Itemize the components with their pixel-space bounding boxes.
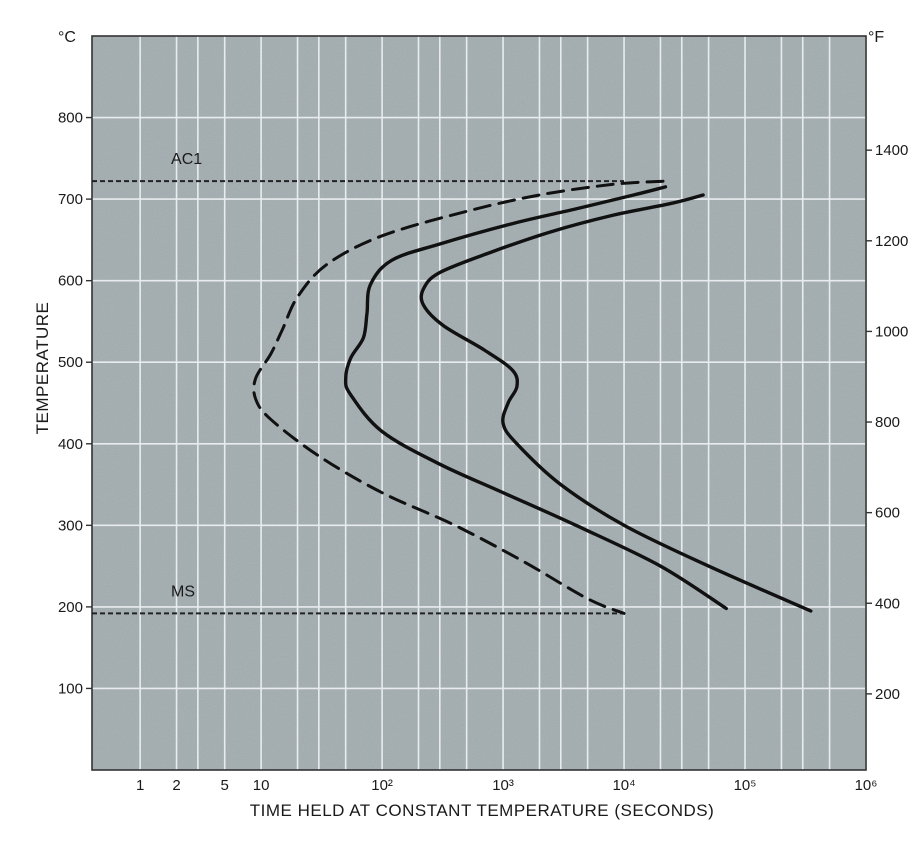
- y-tick-label-left: 600: [58, 273, 83, 290]
- y-tick-label-right: 600: [875, 505, 900, 522]
- y-tick-label-left: 700: [58, 191, 83, 208]
- y-tick-label-left: 400: [58, 436, 83, 453]
- series-line-3: [419, 193, 813, 613]
- x-tick-label: 10⁴: [612, 777, 635, 794]
- x-tick-label: 10: [253, 777, 270, 794]
- left-unit-label: °C: [58, 29, 76, 46]
- y-tick-label-right: 1200: [875, 233, 908, 250]
- x-tick-label: 2: [172, 777, 180, 794]
- y-tick-label-left: 300: [58, 517, 83, 534]
- plot-frame: [91, 35, 867, 771]
- x-tick-label: 10²: [371, 777, 393, 794]
- series-line-1: [252, 179, 665, 615]
- y-tick-label-left: 200: [58, 599, 83, 616]
- y-tick-label-right: 200: [875, 686, 900, 703]
- x-tick-label: 5: [221, 777, 229, 794]
- curves: [252, 179, 813, 615]
- grid-lines: [91, 35, 867, 771]
- reference-lines: [92, 180, 625, 615]
- y-tick-label-right: 1000: [875, 323, 908, 340]
- x-tick-label: 10⁶: [855, 777, 878, 794]
- right-unit-label: °F: [868, 29, 884, 46]
- x-axis-title: TIME HELD AT CONSTANT TEMPERATURE (SECON…: [250, 801, 715, 820]
- y-tick-label-right: 400: [875, 595, 900, 612]
- y-tick-label-right: 1400: [875, 142, 908, 159]
- y-tick-label-left: 500: [58, 354, 83, 371]
- annotations: AC1 MS: [171, 151, 202, 600]
- series-line-2: [343, 185, 728, 611]
- annotation-ac1: AC1: [171, 151, 202, 168]
- x-tick-label: 1: [136, 777, 144, 794]
- plot-area: [92, 36, 866, 770]
- y-tick-label-left: 800: [58, 110, 83, 127]
- x-tick-label: 10³: [492, 777, 514, 794]
- y-axis-title: TEMPERATURE: [33, 302, 52, 435]
- y-tick-label-right: 800: [875, 414, 900, 431]
- tick-labels: 1 2 5 10 10² 10³ 10⁴ 10⁵ 10⁶ 100 200 300 400 500 600 70…: [58, 110, 908, 794]
- y-tick-label-left: 100: [58, 680, 83, 697]
- annotation-ms: MS: [171, 583, 195, 600]
- x-tick-label: 10⁵: [734, 777, 757, 794]
